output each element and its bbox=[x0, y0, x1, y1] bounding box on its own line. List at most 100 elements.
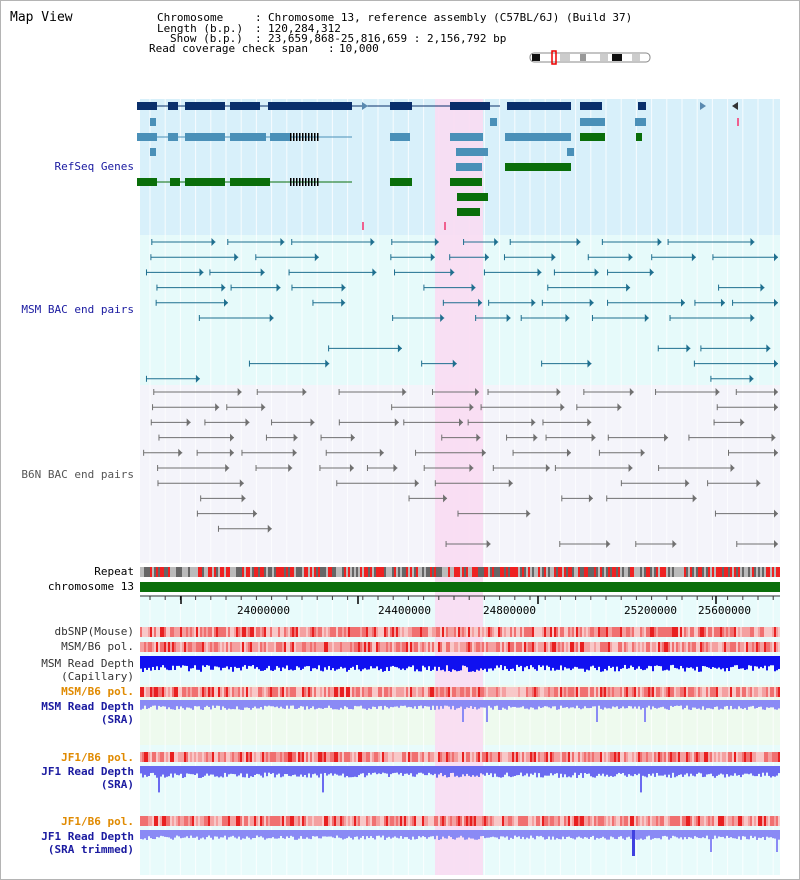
msm-b6-pol-cell bbox=[440, 642, 442, 652]
jf1-b6-pol-trimmed-cell bbox=[190, 816, 192, 826]
track-label-msm-bac-end-pairs[interactable]: MSM BAC end pairs bbox=[21, 303, 134, 316]
jf1-b6-pol-cell bbox=[500, 752, 502, 762]
msm-b6-pol-sra-cell bbox=[564, 687, 566, 697]
b6n-bac-end bbox=[730, 464, 735, 472]
msm-depth-sra-bar bbox=[426, 700, 428, 707]
msm-depth-sra-bar bbox=[340, 700, 342, 708]
track-label-b6n-bac-end-pairs[interactable]: B6N BAC end pairs bbox=[21, 468, 134, 481]
msm-depth-sra-bar bbox=[354, 700, 356, 706]
msm-b6-pol-sra-cell bbox=[214, 687, 216, 697]
msm-b6-pol-sra-cell bbox=[224, 687, 226, 697]
dbsnp-cell bbox=[210, 627, 212, 637]
jf1-depth-sra-bar bbox=[152, 766, 154, 773]
msm-depth-capillary-bar bbox=[374, 656, 376, 669]
dbsnp-cell bbox=[370, 627, 372, 637]
msm-depth-sra-bar bbox=[358, 700, 360, 707]
jf1-depth-sra-bar bbox=[594, 766, 596, 778]
dbsnp-cell bbox=[724, 627, 726, 637]
msm-b6-pol-sra-cell bbox=[552, 687, 554, 697]
msm-depth-sra-bar bbox=[312, 700, 314, 707]
jf1-b6-pol-cell bbox=[172, 752, 174, 762]
msm-depth-sra-bar bbox=[612, 700, 614, 707]
msm-depth-capillary-bar bbox=[166, 656, 168, 670]
msm-b6-pol-cell bbox=[694, 642, 696, 652]
jf1-b6-pol-trimmed-cell bbox=[484, 816, 486, 826]
msm-depth-capillary-bar bbox=[218, 656, 220, 668]
msm-b6-pol-sra-cell bbox=[380, 687, 382, 697]
msm-depth-sra-bar bbox=[404, 700, 406, 706]
jf1-depth-sra-bar bbox=[290, 766, 292, 777]
msm-depth-capillary-bar bbox=[412, 656, 414, 666]
jf1-b6-pol-trimmed-cell bbox=[656, 816, 658, 826]
jf1-b6-pol-cell bbox=[174, 752, 176, 762]
jf1-depth-sra-bar bbox=[456, 766, 458, 776]
msm-depth-capillary-bar bbox=[524, 656, 526, 668]
dbsnp-cell bbox=[322, 627, 324, 637]
ideogram-band bbox=[560, 54, 570, 61]
msm-b6-pol-cell bbox=[212, 642, 214, 652]
msm-depth-sra-bar bbox=[292, 700, 294, 706]
msm-depth-capillary-bar bbox=[598, 656, 600, 667]
jf1-b6-pol-trimmed-cell bbox=[330, 816, 332, 826]
repeat-block bbox=[484, 567, 486, 577]
msm-b6-pol-cell bbox=[202, 642, 204, 652]
jf1-b6-pol-trimmed-cell bbox=[396, 816, 398, 826]
msm-depth-sra-bar bbox=[530, 700, 532, 708]
jf1-b6-pol-trimmed-cell bbox=[224, 816, 226, 826]
repeat-block bbox=[704, 567, 706, 577]
jf1-b6-pol-cell bbox=[396, 752, 398, 762]
dbsnp-cell bbox=[626, 627, 628, 637]
msm-bac-end bbox=[325, 359, 330, 368]
msm-depth-sra-bar bbox=[678, 700, 680, 706]
repeat-block bbox=[672, 567, 674, 577]
msm-b6-pol-cell bbox=[530, 642, 532, 652]
msm-depth-sra-bar bbox=[314, 700, 316, 710]
jf1-b6-pol-cell bbox=[456, 752, 458, 762]
msm-depth-capillary-bar bbox=[706, 656, 708, 668]
msm-depth-capillary-bar bbox=[434, 656, 436, 667]
jf1-depth-trimmed-bar bbox=[456, 830, 458, 838]
jf1-b6-pol-trimmed-cell bbox=[260, 816, 262, 826]
b6n-bac-end bbox=[771, 433, 776, 442]
ideogram-band bbox=[600, 54, 608, 61]
msm-b6-pol-cell bbox=[222, 642, 224, 652]
jf1-b6-pol-trimmed-cell bbox=[246, 816, 248, 826]
msm-depth-sra-bar bbox=[564, 700, 566, 708]
jf1-b6-pol-trimmed-cell bbox=[722, 816, 724, 826]
jf1-b6-pol-trimmed-cell bbox=[634, 816, 636, 826]
jf1-depth-trimmed-bar bbox=[152, 830, 154, 839]
jf1-b6-pol-trimmed-cell bbox=[750, 816, 752, 826]
msm-b6-pol-cell bbox=[432, 642, 434, 652]
msm-b6-pol-sra-cell bbox=[350, 687, 352, 697]
msm-depth-capillary-bar bbox=[546, 656, 548, 666]
jf1-depth-sra-bar bbox=[458, 766, 460, 778]
dbsnp-cell bbox=[560, 627, 562, 637]
track-label-refseq-genes[interactable]: RefSeq Genes bbox=[54, 160, 134, 173]
msm-depth-capillary-bar bbox=[298, 656, 300, 668]
msm-b6-pol-sra-cell bbox=[332, 687, 334, 697]
jf1-b6-pol-cell bbox=[434, 752, 436, 762]
msm-depth-sra-bar bbox=[614, 700, 616, 708]
dbsnp-cell bbox=[196, 627, 198, 637]
msm-depth-capillary-bar bbox=[206, 656, 208, 666]
msm-depth-sra-bar bbox=[296, 700, 298, 709]
msm-b6-pol-cell bbox=[472, 642, 474, 652]
dbsnp-cell bbox=[374, 627, 376, 637]
msm-depth-sra-bar bbox=[440, 700, 442, 707]
jf1-b6-pol-cell bbox=[146, 752, 148, 762]
msm-depth-capillary-bar bbox=[622, 656, 624, 669]
msm-depth-sra-bar bbox=[524, 700, 526, 709]
jf1-depth-trimmed-bar bbox=[608, 830, 610, 840]
jf1-depth-trimmed-bar bbox=[376, 830, 378, 836]
msm-b6-pol-sra-cell bbox=[654, 687, 656, 697]
b6n-bac-end bbox=[469, 464, 474, 472]
msm-b6-pol-sra-cell bbox=[518, 687, 520, 697]
dbsnp-cell bbox=[766, 627, 768, 637]
jf1-b6-pol-cell bbox=[406, 752, 408, 762]
msm-depth-capillary-bar bbox=[282, 656, 284, 668]
msm-depth-capillary-bar bbox=[576, 656, 578, 668]
msm-depth-sra-bar bbox=[600, 700, 602, 709]
dbsnp-cell bbox=[586, 627, 588, 637]
jf1-b6-pol-trimmed-cell bbox=[616, 816, 618, 826]
jf1-b6-pol-trimmed-cell bbox=[286, 816, 288, 826]
